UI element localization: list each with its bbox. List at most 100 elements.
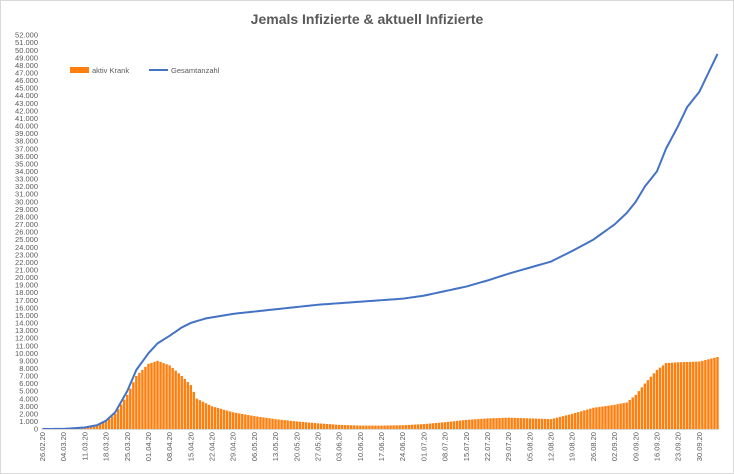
bar-aktiv-krank (625, 402, 628, 429)
bar-aktiv-krank (201, 401, 205, 429)
x-tick-label: 04.03.20 (59, 432, 68, 461)
bar-aktiv-krank (483, 418, 486, 429)
bar-aktiv-krank (265, 417, 268, 429)
bar-aktiv-krank (92, 425, 96, 429)
bar-aktiv-krank (228, 411, 232, 429)
bar-aktiv-krank (410, 424, 413, 429)
bar-aktiv-krank (695, 361, 698, 429)
bar-aktiv-krank (371, 425, 374, 429)
y-tick-label: 19.000 (15, 281, 38, 290)
bar-aktiv-krank (513, 417, 516, 429)
bar-aktiv-krank (658, 367, 662, 429)
x-tick-label: 12.08.20 (547, 432, 556, 461)
bar-aktiv-krank (676, 362, 680, 429)
y-tick-label: 34.000 (15, 167, 38, 176)
bar-aktiv-krank (440, 422, 444, 429)
bar-aktiv-krank (165, 364, 168, 429)
bar-aktiv-krank (652, 373, 656, 429)
y-tick-label: 12.000 (15, 334, 38, 343)
y-tick-label: 25.000 (15, 235, 38, 244)
bar-aktiv-krank (701, 360, 704, 429)
x-tick-label: 30.09.20 (695, 432, 704, 461)
x-tick-label: 08.04.20 (165, 432, 174, 461)
bar-aktiv-krank (322, 423, 326, 429)
bar-aktiv-krank (498, 417, 501, 429)
x-tick-label: 25.03.20 (123, 432, 132, 461)
bar-aktiv-krank (213, 407, 217, 429)
bar-aktiv-krank (104, 421, 108, 429)
bar-aktiv-krank (540, 418, 544, 429)
x-tick-label: 10.06.20 (356, 432, 365, 461)
x-tick-label: 17.06.20 (377, 432, 386, 461)
bar-aktiv-krank (486, 418, 489, 429)
bar-aktiv-krank (610, 405, 613, 429)
y-tick-label: 24.000 (15, 243, 38, 252)
bar-aktiv-krank (634, 394, 637, 429)
bar-aktiv-krank (123, 399, 126, 429)
bar-aktiv-krank (631, 397, 634, 429)
bar-aktiv-krank (619, 403, 622, 429)
bar-aktiv-krank (598, 406, 601, 429)
bar-aktiv-krank (289, 420, 292, 429)
bar-aktiv-krank (613, 404, 616, 429)
bar-aktiv-krank (268, 418, 271, 429)
y-tick-label: 43.000 (15, 99, 38, 108)
bar-aktiv-krank (649, 376, 653, 429)
bar-aktiv-krank (449, 421, 453, 429)
bar-aktiv-krank (465, 419, 468, 429)
bar-aktiv-krank (337, 424, 341, 429)
bar-aktiv-krank (207, 404, 211, 429)
y-tick-label: 33.000 (15, 175, 38, 184)
bar-aktiv-krank (171, 368, 174, 429)
bar-aktiv-krank (601, 406, 604, 429)
bar-aktiv-krank (716, 357, 719, 429)
bar-aktiv-krank (298, 421, 301, 429)
bar-aktiv-krank (392, 425, 395, 429)
bar-aktiv-krank (377, 425, 380, 429)
bar-aktiv-krank (595, 407, 598, 429)
x-tick-label: 08.07.20 (441, 432, 450, 461)
bar-aktiv-krank (555, 417, 559, 429)
bar-aktiv-krank (552, 418, 556, 429)
y-tick-label: 31.000 (15, 190, 38, 199)
y-tick-label: 26.000 (15, 228, 38, 237)
bar-aktiv-krank (546, 419, 550, 429)
bar-aktiv-krank (583, 410, 586, 429)
bar-aktiv-krank (101, 422, 105, 429)
x-tick-label: 23.09.20 (674, 432, 683, 461)
y-tick-label: 47.000 (15, 68, 38, 77)
bar-aktiv-krank (340, 424, 344, 429)
bar-aktiv-krank (459, 420, 462, 429)
bar-aktiv-krank (374, 425, 377, 429)
bar-aktiv-krank (528, 418, 532, 429)
bar-aktiv-krank (692, 361, 695, 429)
bar-aktiv-krank (198, 400, 202, 429)
bar-aktiv-krank (310, 422, 314, 429)
bar-aktiv-krank (98, 423, 102, 429)
bar-aktiv-krank (147, 363, 150, 429)
y-tick-label: 8.000 (19, 364, 38, 373)
bar-aktiv-krank (401, 425, 404, 429)
bar-aktiv-krank (462, 420, 465, 429)
bar-aktiv-krank (431, 423, 435, 429)
bar-aktiv-krank (286, 420, 289, 429)
bar-aktiv-krank (129, 388, 132, 429)
bar-aktiv-krank (604, 406, 607, 429)
y-tick-label: 41.000 (15, 114, 38, 123)
bar-aktiv-krank (616, 404, 619, 429)
bar-aktiv-krank (328, 424, 332, 429)
x-tick-label: 16.09.20 (652, 432, 661, 461)
bar-aktiv-krank (673, 362, 677, 429)
bar-aktiv-krank (343, 425, 347, 429)
y-tick-label: 36.000 (15, 152, 38, 161)
y-tick-label: 23.000 (15, 250, 38, 259)
bar-aktiv-krank (704, 360, 707, 429)
y-tick-label: 9.000 (19, 356, 38, 365)
bar-aktiv-krank (698, 361, 701, 429)
y-tick-label: 22.000 (15, 258, 38, 267)
bar-aktiv-krank (313, 423, 317, 429)
bar-aktiv-krank (580, 411, 583, 429)
bar-aktiv-krank (334, 424, 338, 429)
